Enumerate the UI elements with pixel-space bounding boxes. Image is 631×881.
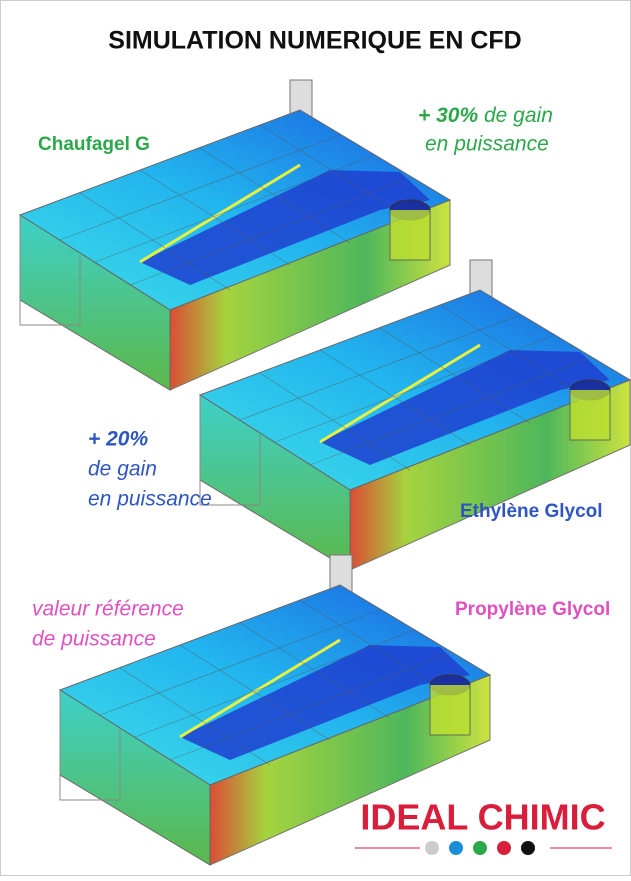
fluid-name: Chaufagel G (38, 134, 150, 155)
gain-line2: en puissance (425, 133, 549, 156)
fluid-name: Propylène Glycol (455, 599, 610, 620)
title: SIMULATION NUMERIQUE EN CFD (108, 27, 521, 55)
fluid-name: Ethylène Glycol (460, 501, 603, 522)
gain-emphasis: + 20% (88, 428, 148, 451)
gain-emphasis: + 30% (418, 104, 478, 127)
gain-text: + 30% de gain (418, 104, 553, 127)
gain-rest: valeur référence (32, 598, 184, 621)
logo-dots (355, 841, 612, 855)
gain-line2: de puissance (32, 628, 156, 651)
logo: IDEAL CHIMIC (360, 797, 605, 838)
gain-rest: de gain (484, 104, 553, 127)
gain-line2: en puissance (88, 488, 212, 511)
gain-rest: de gain (88, 458, 157, 481)
